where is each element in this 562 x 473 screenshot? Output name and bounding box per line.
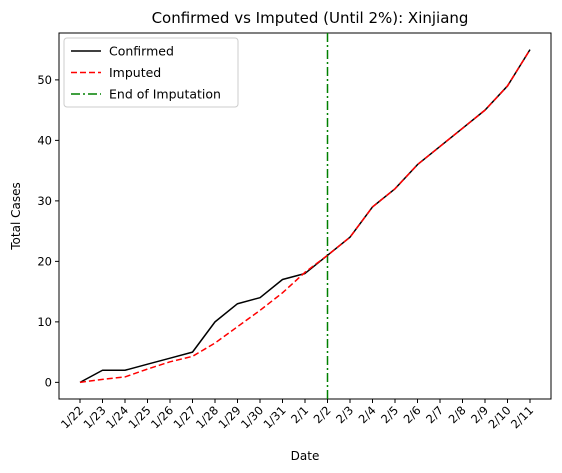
x-tick-label: 1/24 xyxy=(103,403,131,431)
x-axis-ticks: 1/221/231/241/251/261/271/281/291/301/31… xyxy=(58,399,536,431)
x-tick-label: 1/25 xyxy=(125,403,153,431)
y-axis-ticks: 0 10 20 30 40 50 xyxy=(37,73,59,389)
x-tick-label: 2/6 xyxy=(401,403,424,426)
x-tick-label: 1/31 xyxy=(260,403,288,431)
x-tick-label: 1/30 xyxy=(238,403,266,431)
x-axis-label: Date xyxy=(291,449,320,463)
x-tick-label: 2/11 xyxy=(508,403,536,431)
legend-label: End of Imputation xyxy=(109,87,221,102)
legend-label: Imputed xyxy=(109,65,161,80)
y-tick-label: 0 xyxy=(45,375,52,389)
x-tick-label: 1/29 xyxy=(215,403,243,431)
legend-items: Confirmed Imputed End of Imputation xyxy=(71,44,221,102)
y-axis-label: Total Cases xyxy=(9,182,23,250)
x-tick-label: 1/28 xyxy=(193,403,221,431)
x-tick-label: 2/2 xyxy=(311,403,334,426)
series-layer xyxy=(79,49,531,384)
x-tick-label: 1/22 xyxy=(58,403,86,431)
y-tick-label: 20 xyxy=(37,254,52,268)
legend-box xyxy=(63,37,239,108)
x-tick-label: 2/5 xyxy=(378,403,401,426)
legend-label: Confirmed xyxy=(109,44,174,59)
x-tick-label: 2/10 xyxy=(485,403,513,431)
y-tick-label: 10 xyxy=(37,315,52,329)
legend: Confirmed Imputed End of Imputation xyxy=(63,37,239,108)
x-tick-label: 1/27 xyxy=(170,403,198,431)
x-tick-label: 2/7 xyxy=(423,403,446,426)
x-tick-label: 2/3 xyxy=(333,403,356,426)
y-tick-label: 50 xyxy=(37,73,52,87)
chart-title: Confirmed vs Imputed (Until 2%): Xinjian… xyxy=(152,9,469,27)
x-tick-label: 2/1 xyxy=(288,403,311,426)
series-line-imputed xyxy=(79,49,531,384)
x-tick-label: 2/8 xyxy=(446,403,469,426)
y-tick-label: 30 xyxy=(37,194,52,208)
x-tick-label: 1/26 xyxy=(148,403,176,431)
x-tick-label: 2/4 xyxy=(356,403,379,426)
y-tick-label: 40 xyxy=(37,133,52,147)
x-tick-label: 1/23 xyxy=(80,403,108,431)
